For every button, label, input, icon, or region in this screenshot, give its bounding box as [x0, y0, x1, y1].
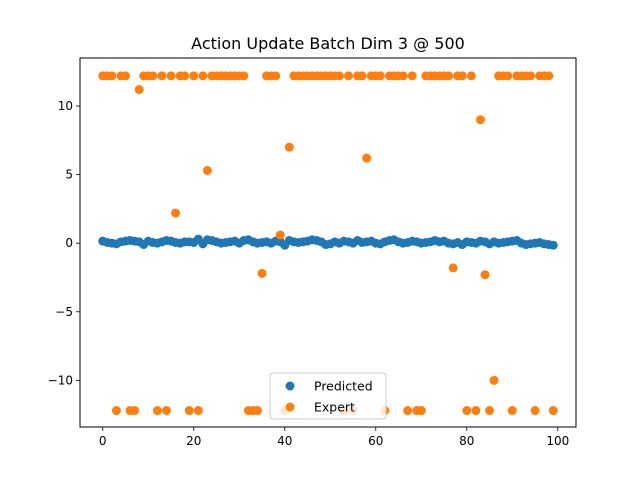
legend-box [269, 372, 387, 420]
data-point-expert [525, 71, 535, 81]
data-point-expert [448, 263, 458, 273]
data-point-expert [362, 153, 372, 163]
data-point-expert [485, 406, 495, 416]
data-point-expert [111, 406, 121, 416]
data-point-expert [416, 406, 426, 416]
data-point-expert [107, 71, 117, 81]
data-point-expert [166, 71, 176, 81]
data-point-predicted [548, 240, 558, 250]
data-point-expert [375, 71, 385, 81]
legend-label-predicted: Predicted [314, 379, 373, 394]
series-predicted [98, 234, 558, 250]
data-point-expert [398, 71, 408, 81]
data-point-expert [444, 71, 454, 81]
data-point-expert [471, 406, 481, 416]
data-point-expert [152, 406, 162, 416]
x-tick-label: 0 [99, 434, 107, 448]
data-point-expert [193, 406, 203, 416]
data-point-expert [284, 142, 294, 152]
data-point-expert [466, 71, 476, 81]
data-point-expert [130, 406, 140, 416]
data-point-expert [343, 71, 353, 81]
legend-marker-expert [285, 402, 295, 412]
x-tick-label: 100 [546, 434, 569, 448]
data-point-expert [480, 270, 490, 280]
y-tick-label: 10 [58, 99, 73, 113]
data-point-expert [184, 406, 194, 416]
legend: Predicted Expert [269, 372, 387, 420]
legend-label-expert: Expert [314, 400, 355, 415]
data-point-expert [475, 115, 485, 125]
data-point-expert [462, 406, 472, 416]
x-tick-label: 40 [277, 434, 292, 448]
chart-title: Action Update Batch Dim 3 @ 500 [191, 34, 465, 53]
x-tick-label: 80 [459, 434, 474, 448]
series-expert [98, 71, 558, 416]
data-point-expert [503, 71, 513, 81]
data-point-expert [403, 406, 413, 416]
data-point-expert [157, 71, 167, 81]
data-point-expert [548, 406, 558, 416]
data-point-expert [275, 230, 285, 240]
plot-area [98, 71, 558, 416]
data-point-expert [544, 71, 554, 81]
x-tick-label: 60 [368, 434, 383, 448]
data-point-expert [357, 71, 367, 81]
data-point-expert [257, 268, 267, 278]
data-point-expert [239, 71, 249, 81]
y-tick-label: −5 [55, 305, 73, 319]
y-tick-label: −10 [48, 373, 73, 387]
data-point-expert [271, 71, 281, 81]
data-point-expert [252, 406, 262, 416]
x-tick-label: 20 [186, 434, 201, 448]
data-point-expert [489, 375, 499, 385]
data-point-expert [334, 71, 344, 81]
data-point-expert [171, 208, 181, 218]
data-point-expert [457, 71, 467, 81]
data-point-expert [134, 85, 144, 95]
data-point-expert [407, 71, 417, 81]
data-point-expert [189, 71, 199, 81]
data-point-expert [530, 406, 540, 416]
data-point-expert [198, 71, 208, 81]
data-point-expert [148, 71, 158, 81]
axis-ticks: 0 20 40 60 80 100 10 5 0 −5 −10 [48, 99, 570, 448]
data-point-expert [161, 406, 171, 416]
data-point-expert [202, 165, 212, 175]
y-tick-label: 5 [65, 168, 73, 182]
data-point-expert [121, 71, 131, 81]
axes-frame [79, 57, 577, 428]
legend-marker-predicted [285, 381, 295, 391]
data-point-expert [180, 71, 190, 81]
y-tick-label: 0 [65, 236, 73, 250]
data-point-expert [507, 406, 517, 416]
